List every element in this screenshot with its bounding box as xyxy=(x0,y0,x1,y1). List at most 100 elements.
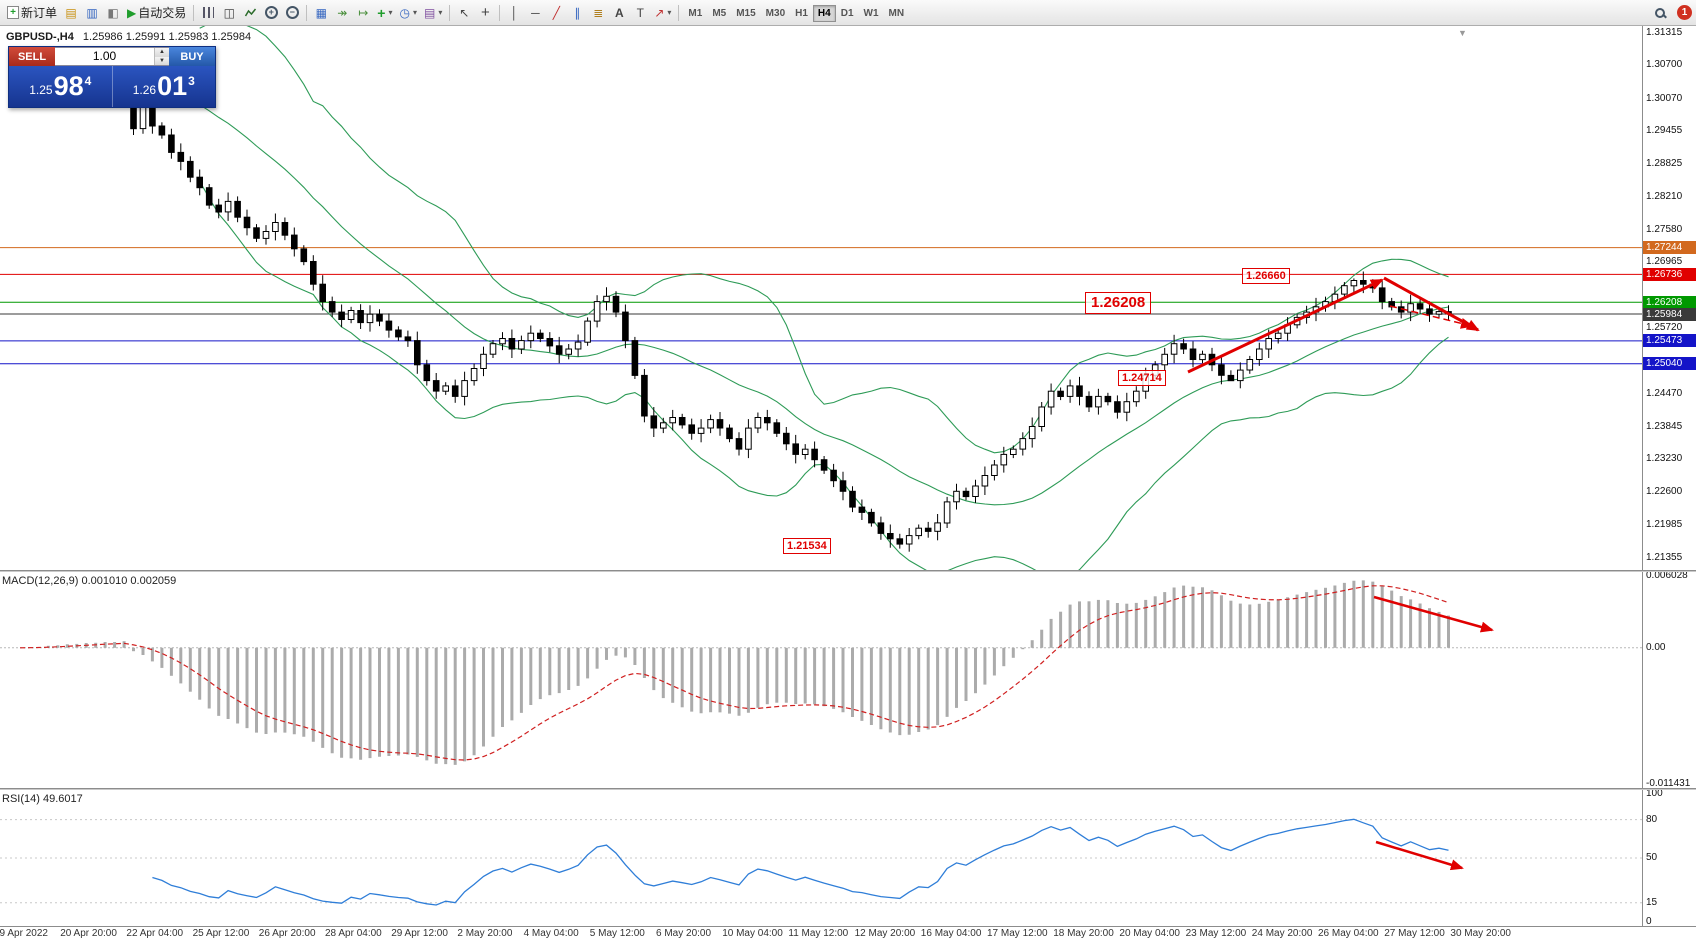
toolbar-separator xyxy=(306,4,308,21)
time-axis-label: 10 May 04:00 xyxy=(722,928,783,939)
vertical-line-button[interactable]: │ xyxy=(504,3,524,23)
line-chart-button[interactable] xyxy=(240,3,260,23)
periods-button[interactable]: ◷ ▾ xyxy=(396,3,420,23)
dropdown-caret-icon: ▾ xyxy=(438,8,443,17)
zoom-in-button[interactable]: + xyxy=(261,3,281,23)
text-button[interactable]: A xyxy=(609,3,629,23)
lot-down-button[interactable]: ▼ xyxy=(155,56,169,65)
search-button[interactable] xyxy=(1650,3,1670,23)
timeframe-mn-button[interactable]: MN xyxy=(884,5,910,22)
price-annotation[interactable]: 1.26208 xyxy=(1085,292,1152,314)
axis-scale-label: 0.006028 xyxy=(1646,570,1688,581)
price-annotation[interactable]: 1.24714 xyxy=(1118,370,1166,386)
price-level-badge: 1.26736 xyxy=(1643,267,1696,281)
rsi-panel-splitter[interactable] xyxy=(0,788,1696,790)
tile-windows-button[interactable]: ▦ xyxy=(311,3,331,23)
notification-badge[interactable]: 1 xyxy=(1677,5,1692,20)
toolbar-separator xyxy=(499,4,501,21)
arrow-objects-button[interactable]: ↗ ▾ xyxy=(651,3,674,23)
sell-button[interactable]: SELL xyxy=(9,47,55,66)
crosshair-button[interactable]: + xyxy=(475,3,495,23)
rsi-canvas[interactable] xyxy=(0,790,1642,926)
time-axis-label: 16 May 04:00 xyxy=(920,928,982,939)
market-watch-button[interactable]: ▤ xyxy=(61,3,81,23)
buy-price-display[interactable]: 1.26 01 3 xyxy=(113,66,216,107)
lot-size-value[interactable]: 1.00 xyxy=(92,49,117,63)
horizontal-line-icon: ─ xyxy=(531,5,540,20)
time-axis-label: 23 May 12:00 xyxy=(1185,928,1247,939)
timeframe-h1-button[interactable]: H1 xyxy=(790,5,813,22)
timeframe-m1-button[interactable]: M1 xyxy=(683,5,707,22)
price-annotation[interactable]: 1.26660 xyxy=(1242,268,1290,284)
autotrading-button[interactable]: ▶ 自动交易 xyxy=(124,3,189,23)
time-axis-label: 24 May 20:00 xyxy=(1251,928,1313,939)
time-axis-label: 26 Apr 20:00 xyxy=(258,928,316,939)
macd-panel-splitter[interactable] xyxy=(0,570,1696,572)
sell-price-display[interactable]: 1.25 98 4 xyxy=(9,66,113,107)
price-chart-panel[interactable]: GBPUSD-,H4 1.25986 1.25991 1.25983 1.259… xyxy=(0,26,1642,570)
channel-button[interactable]: ∥ xyxy=(567,3,587,23)
cursor-icon: ↖ xyxy=(459,5,470,20)
lot-size-field[interactable]: 1.00 ▲ ▼ xyxy=(55,47,169,66)
macd-panel[interactable]: MACD(12,26,9) 0.001010 0.002059 xyxy=(0,572,1642,788)
timeframe-m30-button[interactable]: M30 xyxy=(761,5,790,22)
text-label-button[interactable]: T xyxy=(630,3,650,23)
zoom-out-button[interactable]: − xyxy=(282,3,302,23)
price-chart-canvas[interactable] xyxy=(0,26,1642,570)
price-level-badge: 1.25473 xyxy=(1643,334,1696,348)
text-icon: A xyxy=(614,5,624,20)
lot-up-button[interactable]: ▲ xyxy=(155,48,169,57)
time-axis[interactable]: 19 Apr 2022 20 Apr 20:00 22 Apr 04:00 25 Ap… xyxy=(0,926,1696,941)
data-window-button[interactable]: ▥ xyxy=(82,3,102,23)
axis-scale-label: 0 xyxy=(1646,916,1652,927)
axis-scale-label: 1.22600 xyxy=(1646,486,1683,498)
dropdown-caret-icon: ▾ xyxy=(412,8,417,17)
axis-scale-label: 15 xyxy=(1646,896,1658,908)
indicators-button[interactable]: + ▾ xyxy=(374,3,395,23)
candlestick-chart-icon: ◫ xyxy=(223,5,235,20)
price-annotation[interactable]: 1.21534 xyxy=(783,538,831,554)
bar-chart-button[interactable] xyxy=(198,3,218,23)
text-label-icon: T xyxy=(636,5,644,20)
timeframe-w1-button[interactable]: W1 xyxy=(859,5,884,22)
one-click-trading-panel: SELL 1.00 ▲ ▼ BUY 1.25 98 4 1.26 01 3 xyxy=(8,46,216,108)
autotrading-play-icon: ▶ xyxy=(127,5,137,20)
chart-shift-button[interactable]: ↦ xyxy=(353,3,373,23)
axis-scale-label: 1.30070 xyxy=(1646,92,1683,104)
macd-label: MACD(12,26,9) 0.001010 0.002059 xyxy=(2,575,177,587)
buy-button[interactable]: BUY xyxy=(169,47,215,66)
indicators-add-icon: + xyxy=(377,4,386,21)
time-axis-label: 20 Apr 20:00 xyxy=(60,928,117,939)
timeframe-m15-button[interactable]: M15 xyxy=(731,5,760,22)
new-order-button[interactable]: + 新订单 xyxy=(4,3,60,23)
rsi-panel[interactable]: RSI(14) 49.6017 xyxy=(0,790,1642,926)
timeframe-m5-button[interactable]: M5 xyxy=(707,5,731,22)
trendline-button[interactable]: ╱ xyxy=(546,3,566,23)
equidistant-channel-icon: ∥ xyxy=(574,5,581,20)
axis-scale-label: 1.21355 xyxy=(1646,552,1683,563)
time-axis-label: 17 May 12:00 xyxy=(987,928,1048,939)
chart-shift-marker[interactable]: ▼ xyxy=(1458,28,1467,38)
time-axis-label: 22 Apr 04:00 xyxy=(126,928,184,939)
fibonacci-button[interactable]: ≣ xyxy=(588,3,608,23)
navigator-icon: ◧ xyxy=(107,5,119,20)
price-axis[interactable]: 1.31315 1.30700 1.30070 1.29455 1.28825 1.282… xyxy=(1642,26,1696,927)
time-axis-label: 19 Apr 2022 xyxy=(0,928,48,939)
dropdown-caret-icon: ▾ xyxy=(388,8,393,17)
navigator-button[interactable]: ◧ xyxy=(103,3,123,23)
cursor-button[interactable]: ↖ xyxy=(454,3,474,23)
auto-scroll-button[interactable]: ↠ xyxy=(332,3,352,23)
toolbar-separator xyxy=(193,4,195,21)
time-axis-label: 12 May 20:00 xyxy=(854,928,916,939)
sell-price-big: 98 xyxy=(53,71,84,101)
templates-button[interactable]: ▤ ▾ xyxy=(421,3,445,23)
symbol-period-label: GBPUSD-,H4 xyxy=(6,31,74,43)
timeframe-d1-button[interactable]: D1 xyxy=(836,5,859,22)
macd-canvas[interactable] xyxy=(0,572,1642,788)
horizontal-line-button[interactable]: ─ xyxy=(525,3,545,23)
price-level-badge: 1.27244 xyxy=(1643,241,1696,255)
candle-chart-button[interactable]: ◫ xyxy=(219,3,239,23)
timeframe-h4-button[interactable]: H4 xyxy=(812,5,836,22)
axis-scale-label: 1.26965 xyxy=(1646,256,1683,268)
